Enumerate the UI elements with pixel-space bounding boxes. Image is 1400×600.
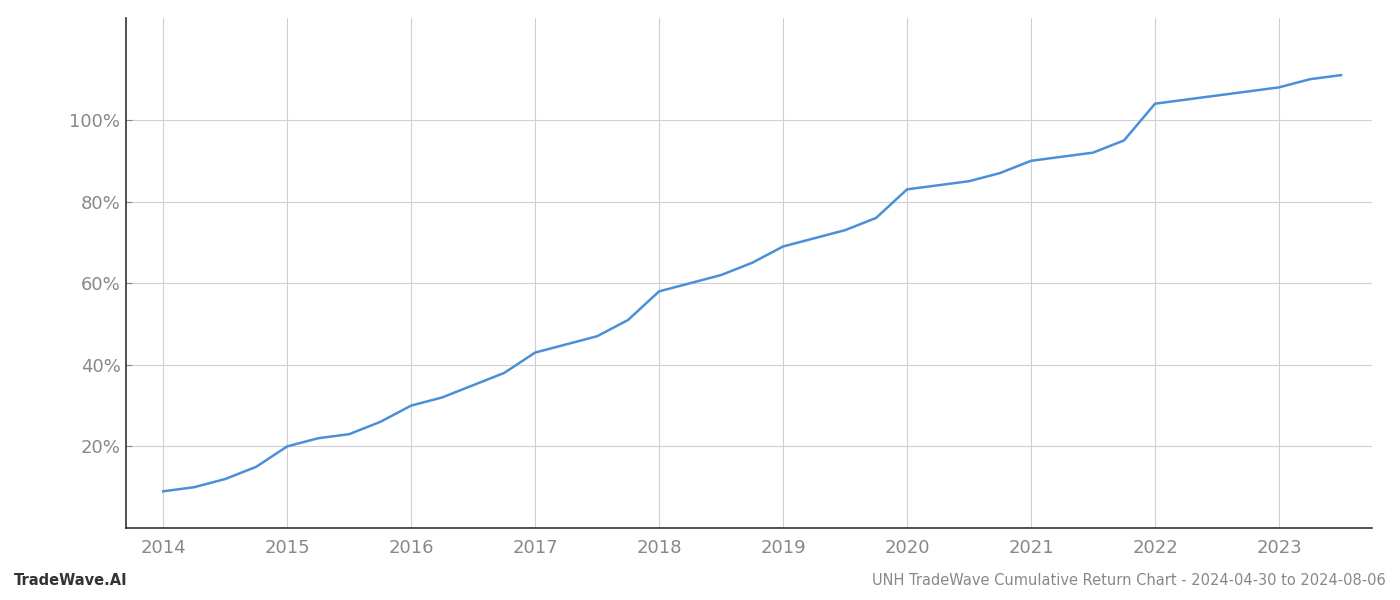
Text: UNH TradeWave Cumulative Return Chart - 2024-04-30 to 2024-08-06: UNH TradeWave Cumulative Return Chart - … xyxy=(872,573,1386,588)
Text: TradeWave.AI: TradeWave.AI xyxy=(14,573,127,588)
